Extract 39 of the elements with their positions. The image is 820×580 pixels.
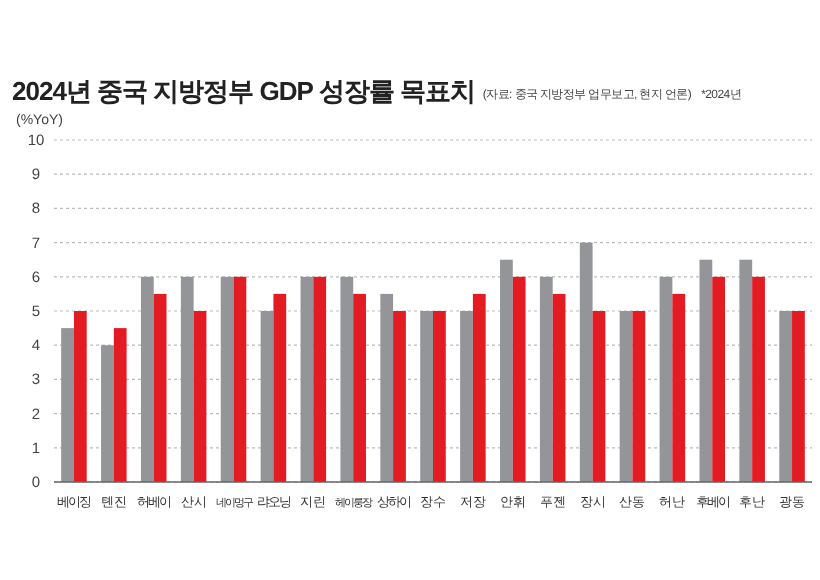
bar (433, 311, 446, 482)
bar (739, 259, 753, 482)
bar (193, 311, 207, 482)
bar (752, 276, 765, 482)
bar (472, 293, 486, 482)
bar (500, 259, 513, 482)
bar (313, 276, 327, 482)
bar (380, 293, 394, 482)
bar (300, 276, 314, 482)
bar (180, 276, 194, 482)
bar (420, 311, 433, 482)
bar (779, 311, 793, 482)
bar (153, 293, 167, 482)
bar (792, 311, 805, 482)
bar (552, 293, 566, 482)
bar (672, 293, 686, 482)
bar (460, 311, 473, 482)
chart-title: 2024년 중국 지방정부 GDP 성장률 목표치 (12, 76, 475, 106)
bar (512, 276, 526, 482)
bar (712, 276, 726, 482)
bar (592, 311, 606, 482)
bar (619, 311, 633, 482)
bar (659, 276, 673, 482)
bar (632, 311, 646, 482)
bar (233, 276, 247, 482)
bar (73, 311, 87, 482)
bar (61, 328, 74, 482)
bar (353, 293, 366, 482)
bar (579, 242, 593, 482)
bar (699, 259, 713, 482)
bar (393, 311, 406, 482)
bar (113, 328, 127, 482)
bar (539, 276, 553, 482)
bar (220, 276, 234, 482)
bar (273, 293, 287, 482)
bar (140, 276, 154, 482)
bar (101, 345, 114, 482)
bar (260, 311, 274, 482)
bar (340, 276, 354, 482)
